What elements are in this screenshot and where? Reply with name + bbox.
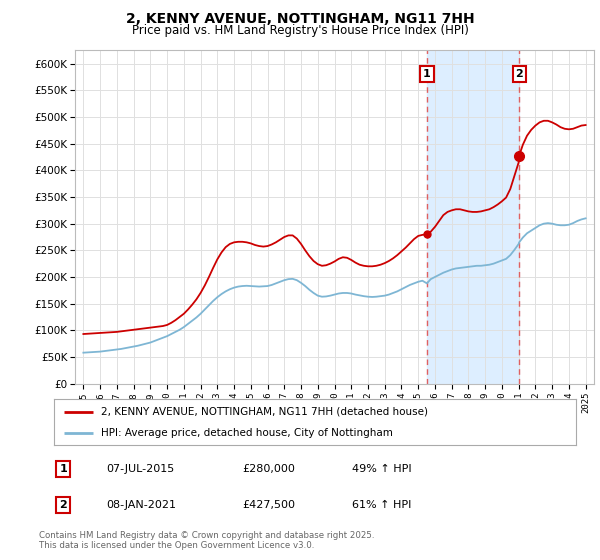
Text: 2, KENNY AVENUE, NOTTINGHAM, NG11 7HH (detached house): 2, KENNY AVENUE, NOTTINGHAM, NG11 7HH (d… <box>101 407 428 417</box>
Text: 07-JUL-2015: 07-JUL-2015 <box>106 464 175 474</box>
Text: £280,000: £280,000 <box>242 464 295 474</box>
Text: 1: 1 <box>423 69 431 79</box>
Text: 1: 1 <box>59 464 67 474</box>
Text: Contains HM Land Registry data © Crown copyright and database right 2025.
This d: Contains HM Land Registry data © Crown c… <box>39 531 374 550</box>
Text: £427,500: £427,500 <box>242 500 295 510</box>
Text: 2, KENNY AVENUE, NOTTINGHAM, NG11 7HH: 2, KENNY AVENUE, NOTTINGHAM, NG11 7HH <box>125 12 475 26</box>
Text: HPI: Average price, detached house, City of Nottingham: HPI: Average price, detached house, City… <box>101 428 393 438</box>
Text: 2: 2 <box>59 500 67 510</box>
Text: 49% ↑ HPI: 49% ↑ HPI <box>352 464 411 474</box>
Text: 08-JAN-2021: 08-JAN-2021 <box>106 500 176 510</box>
Text: 61% ↑ HPI: 61% ↑ HPI <box>352 500 411 510</box>
Text: 2: 2 <box>515 69 523 79</box>
Bar <box>427 50 519 384</box>
Text: Price paid vs. HM Land Registry's House Price Index (HPI): Price paid vs. HM Land Registry's House … <box>131 24 469 37</box>
